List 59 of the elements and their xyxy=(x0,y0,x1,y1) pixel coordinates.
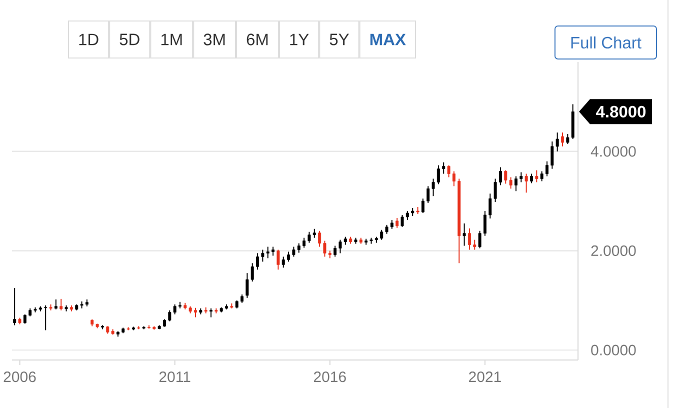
text: 5Y xyxy=(330,34,349,46)
candlestick xyxy=(468,228,471,250)
candlestick xyxy=(524,173,528,194)
text: MAX xyxy=(370,34,406,46)
candlestick xyxy=(256,252,260,270)
candlestick xyxy=(535,170,538,183)
candlestick xyxy=(338,239,342,254)
candlestick xyxy=(462,222,466,246)
candlestick xyxy=(421,198,424,214)
candlestick xyxy=(194,307,197,318)
candlestick xyxy=(447,164,450,178)
candlestick xyxy=(540,170,544,182)
candlestick xyxy=(432,178,435,197)
x-tick-label: 2016 xyxy=(314,372,346,382)
candlestick xyxy=(308,231,311,244)
candlestick xyxy=(561,132,564,147)
y-tick-label: 4.0000 xyxy=(590,146,636,157)
candlestick xyxy=(282,256,285,268)
candlestick xyxy=(426,186,430,204)
candlestick xyxy=(478,230,482,249)
candlestick xyxy=(292,246,296,258)
candlestick xyxy=(514,176,518,192)
candlestick xyxy=(323,240,326,258)
candlestick xyxy=(297,242,300,254)
y-tick-label: 0.0000 xyxy=(591,344,636,356)
text: 6M xyxy=(246,34,268,46)
text: Full Chart xyxy=(571,36,642,49)
candlestick xyxy=(60,298,63,311)
y-tick-label: 2.0000 xyxy=(591,245,636,256)
candlestick xyxy=(396,217,399,228)
text: 1D xyxy=(79,34,98,46)
text: 5D xyxy=(120,34,140,46)
candlestick xyxy=(334,245,337,258)
x-tick-label: 2011 xyxy=(159,372,190,382)
text: 1Y xyxy=(290,34,309,46)
x-tick-label: 2006 xyxy=(4,372,36,382)
candlestick xyxy=(483,210,486,236)
candlestick xyxy=(318,230,322,248)
candlestick xyxy=(520,172,523,183)
text: 4.8000 xyxy=(596,106,646,118)
candlestick xyxy=(530,173,533,184)
candlestick xyxy=(44,304,48,331)
candlestick xyxy=(54,298,58,310)
candlestick xyxy=(546,160,548,177)
candlestick xyxy=(380,229,384,240)
candlestick xyxy=(287,251,290,262)
candlestick xyxy=(276,249,280,270)
text: 1M xyxy=(161,34,182,46)
candlestick xyxy=(400,214,404,228)
candlestick xyxy=(436,164,440,185)
candlestick xyxy=(498,166,502,186)
candlestick xyxy=(23,314,26,324)
x-tick-label: 2021 xyxy=(469,372,501,382)
candlestick xyxy=(473,239,476,250)
candlestick xyxy=(13,287,16,326)
text: 3M xyxy=(204,34,225,46)
candlestick xyxy=(452,170,456,187)
candlestick xyxy=(302,237,306,248)
candlestick xyxy=(442,162,446,174)
